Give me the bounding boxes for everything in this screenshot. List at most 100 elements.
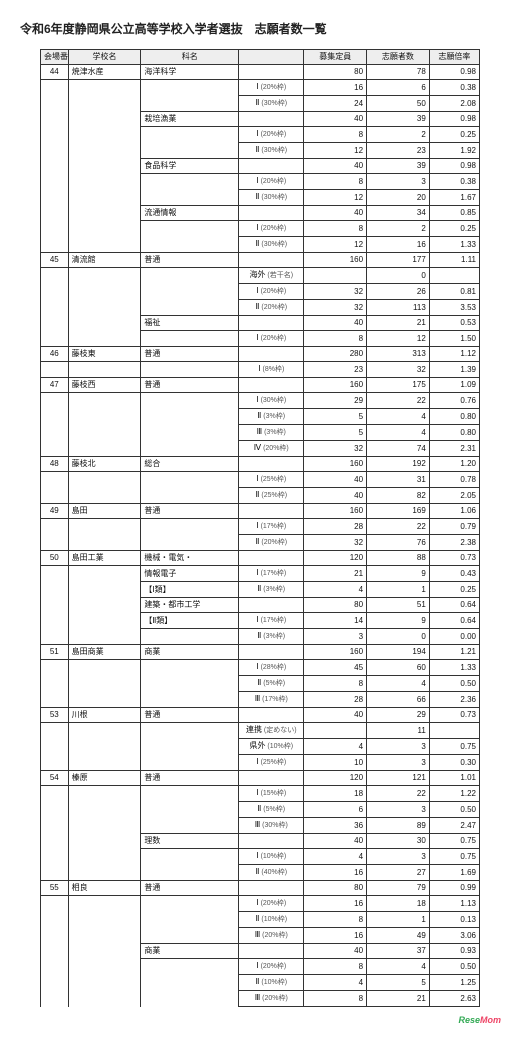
table-cell: 49 xyxy=(41,504,69,519)
table-cell xyxy=(141,519,239,535)
table-cell xyxy=(68,975,141,991)
table-cell xyxy=(141,755,239,771)
table-cell-sub: Ⅱ (20%枠) xyxy=(239,300,304,316)
table-cell: 島田工業 xyxy=(68,551,141,566)
table-cell: 3 xyxy=(367,755,430,771)
table-cell: 4 xyxy=(367,676,430,692)
table-cell: 3 xyxy=(367,849,430,865)
table-cell xyxy=(41,174,69,190)
table-cell: 29 xyxy=(304,393,367,409)
table-cell: 0.75 xyxy=(429,834,479,849)
table-cell: 0.80 xyxy=(429,409,479,425)
table-cell xyxy=(141,80,239,96)
table-row: 流通情報40340.85 xyxy=(41,206,480,221)
table-cell xyxy=(141,472,239,488)
table-cell: 160 xyxy=(304,504,367,519)
table-cell xyxy=(41,80,69,96)
table-row: 53川根普通40290.73 xyxy=(41,708,480,723)
table-cell: 8 xyxy=(304,991,367,1007)
table-cell: 0.98 xyxy=(429,112,479,127)
table-cell: 40 xyxy=(304,472,367,488)
table-cell-sub: 県外 (10%枠) xyxy=(239,739,304,755)
table-cell: 40 xyxy=(304,944,367,959)
table-cell xyxy=(68,112,141,127)
table-cell xyxy=(41,425,69,441)
table-cell: 島田 xyxy=(68,504,141,519)
table-cell: 3 xyxy=(367,802,430,818)
table-header-row: 会場番号 学校名 科名 募集定員 志願者数 志願倍率 xyxy=(41,50,480,65)
table-cell xyxy=(41,975,69,991)
table-cell: 機械・電気・ xyxy=(141,551,239,566)
table-row: 44焼津水産海洋科学80780.98 xyxy=(41,65,480,80)
table-cell: 16 xyxy=(304,928,367,944)
footer-brand-part2: Mom xyxy=(480,1015,501,1025)
table-cell xyxy=(68,613,141,629)
table-cell xyxy=(68,755,141,771)
table-row: Ⅰ (20%枠)830.38 xyxy=(41,174,480,190)
table-cell-sub xyxy=(239,504,304,519)
table-cell: 26 xyxy=(367,284,430,300)
table-cell: 30 xyxy=(367,834,430,849)
table-cell: 37 xyxy=(367,944,430,959)
table-cell xyxy=(141,912,239,928)
table-cell: 45 xyxy=(304,660,367,676)
table-cell xyxy=(41,268,69,284)
page-title: 令和6年度静岡県公立高等学校入学者選抜 志願者数一覧 xyxy=(20,20,507,37)
table-cell xyxy=(68,143,141,159)
table-cell: 0.78 xyxy=(429,472,479,488)
table-cell xyxy=(41,535,69,551)
table-cell xyxy=(304,268,367,284)
table-cell: 1.67 xyxy=(429,190,479,206)
table-cell xyxy=(141,818,239,834)
table-cell: 113 xyxy=(367,300,430,316)
table-cell-sub: Ⅰ (28%枠) xyxy=(239,660,304,676)
table-cell-sub: Ⅱ (30%枠) xyxy=(239,190,304,206)
table-cell-sub: Ⅰ (10%枠) xyxy=(239,849,304,865)
table-cell: 1 xyxy=(367,912,430,928)
table-cell: 0.93 xyxy=(429,944,479,959)
table-row: Ⅲ (3%枠)540.80 xyxy=(41,425,480,441)
table-cell xyxy=(68,739,141,755)
table-cell: 2.36 xyxy=(429,692,479,708)
table-cell xyxy=(68,362,141,378)
table-cell: 280 xyxy=(304,347,367,362)
table-cell xyxy=(41,991,69,1007)
table-cell: 3.06 xyxy=(429,928,479,944)
table-cell xyxy=(41,802,69,818)
table-cell: 16 xyxy=(304,80,367,96)
table-cell: 2.31 xyxy=(429,441,479,457)
table-row: Ⅳ (20%枠)32742.31 xyxy=(41,441,480,457)
table-cell-sub: 連携 (定めない) xyxy=(239,723,304,739)
table-cell xyxy=(141,692,239,708)
table-cell: 18 xyxy=(304,786,367,802)
table-cell: 27 xyxy=(367,865,430,881)
table-cell: 40 xyxy=(304,159,367,174)
table-cell xyxy=(41,237,69,253)
table-cell xyxy=(141,441,239,457)
table-cell-sub: Ⅱ (5%枠) xyxy=(239,802,304,818)
table-cell: 80 xyxy=(304,598,367,613)
table-cell: 9 xyxy=(367,613,430,629)
table-cell: 60 xyxy=(367,660,430,676)
table-cell xyxy=(68,692,141,708)
table-cell: 1 xyxy=(367,582,430,598)
table-cell: 49 xyxy=(367,928,430,944)
table-cell xyxy=(41,849,69,865)
table-cell: 建築・都市工学 xyxy=(141,598,239,613)
table-row: 食品科学40390.98 xyxy=(41,159,480,174)
table-cell-sub: Ⅱ (3%枠) xyxy=(239,582,304,598)
table-cell xyxy=(68,206,141,221)
table-cell: 0.99 xyxy=(429,881,479,896)
table-cell: 2.05 xyxy=(429,488,479,504)
table-cell: 1.11 xyxy=(429,253,479,268)
table-cell: 32 xyxy=(304,284,367,300)
table-cell: 食品科学 xyxy=(141,159,239,174)
table-cell xyxy=(41,598,69,613)
table-cell: 169 xyxy=(367,504,430,519)
table-row: Ⅱ (30%枠)24502.08 xyxy=(41,96,480,112)
table-cell xyxy=(68,268,141,284)
table-cell xyxy=(68,896,141,912)
table-cell: 82 xyxy=(367,488,430,504)
table-cell xyxy=(41,660,69,676)
table-row: Ⅱ (10%枠)810.13 xyxy=(41,912,480,928)
